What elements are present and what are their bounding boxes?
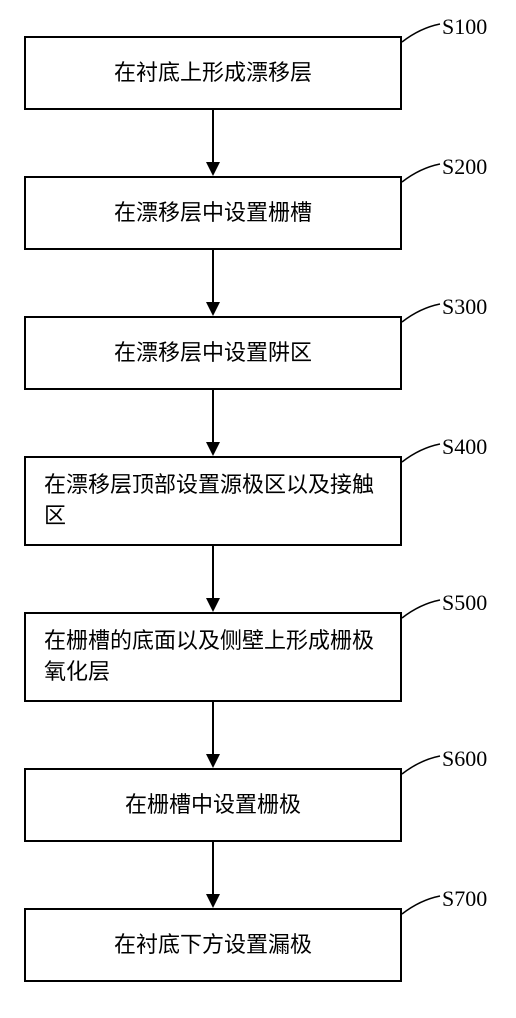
flow-node-s300: 在漂移层中设置阱区 [24, 316, 402, 390]
flow-node-text: 在漂移层顶部设置源极区以及接触区 [44, 470, 382, 532]
step-label-s100: S100 [442, 14, 487, 40]
flow-node-s600: 在栅槽中设置栅极 [24, 768, 402, 842]
flow-arrow [24, 390, 402, 456]
step-label-s600: S600 [442, 746, 487, 772]
step-label-s200: S200 [442, 154, 487, 180]
leader-line-s700 [400, 892, 444, 922]
step-label-s700: S700 [442, 886, 487, 912]
flow-node-text: 在衬底上形成漂移层 [44, 58, 382, 89]
flow-node-s100: 在衬底上形成漂移层 [24, 36, 402, 110]
leader-line-s300 [400, 300, 444, 330]
flow-node-s700: 在衬底下方设置漏极 [24, 908, 402, 982]
flow-node-text: 在栅槽的底面以及侧壁上形成栅极氧化层 [44, 626, 382, 688]
leader-line-s500 [400, 596, 444, 626]
flow-arrow [24, 702, 402, 768]
flow-arrow [24, 250, 402, 316]
flow-node-s200: 在漂移层中设置栅槽 [24, 176, 402, 250]
leader-line-s200 [400, 160, 444, 190]
flow-node-text: 在漂移层中设置栅槽 [44, 198, 382, 229]
flow-arrow [24, 110, 402, 176]
step-label-s500: S500 [442, 590, 487, 616]
flow-node-text: 在衬底下方设置漏极 [44, 930, 382, 961]
leader-line-s600 [400, 752, 444, 782]
flow-node-s400: 在漂移层顶部设置源极区以及接触区 [24, 456, 402, 546]
flow-node-text: 在栅槽中设置栅极 [44, 790, 382, 821]
flow-arrow [24, 842, 402, 908]
step-label-s400: S400 [442, 434, 487, 460]
leader-line-s400 [400, 440, 444, 470]
leader-line-s100 [400, 20, 444, 50]
flowchart-container: 在衬底上形成漂移层 S100 在漂移层中设置栅槽 S200 在漂移层中设置阱区 … [0, 0, 516, 1018]
step-label-s300: S300 [442, 294, 487, 320]
flow-arrow [24, 546, 402, 612]
flow-node-text: 在漂移层中设置阱区 [44, 338, 382, 369]
flow-node-s500: 在栅槽的底面以及侧壁上形成栅极氧化层 [24, 612, 402, 702]
